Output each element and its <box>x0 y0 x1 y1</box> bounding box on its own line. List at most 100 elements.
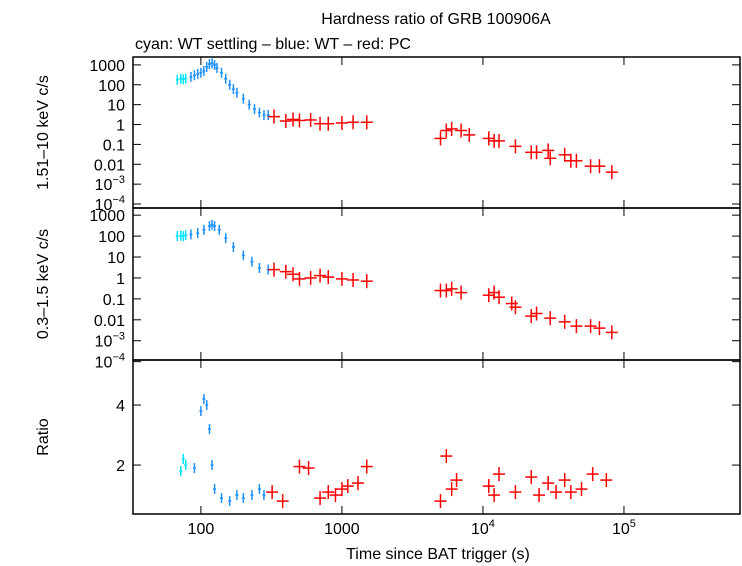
data-point <box>304 270 317 285</box>
data-point <box>184 73 188 84</box>
y-tick-label: 0.1 <box>103 137 125 154</box>
data-point <box>262 110 266 121</box>
data-point <box>184 460 188 471</box>
data-point <box>542 143 555 158</box>
data-point <box>488 488 501 503</box>
data-point <box>335 482 348 497</box>
data-point <box>440 283 453 298</box>
data-point <box>213 484 217 495</box>
y-tick-label: 100 <box>98 229 125 246</box>
data-point <box>482 131 495 146</box>
data-point <box>450 473 463 488</box>
data-point <box>231 242 235 253</box>
data-point <box>287 267 300 282</box>
data-point <box>335 115 348 130</box>
data-point <box>224 233 228 244</box>
data-point <box>544 311 557 326</box>
data-point <box>570 319 583 334</box>
data-point <box>509 139 522 154</box>
data-point <box>304 112 317 127</box>
data-point <box>509 485 522 500</box>
data-point <box>445 121 458 136</box>
chart-title: Hardness ratio of GRB 100906A <box>321 11 551 28</box>
data-point <box>224 73 228 84</box>
data-point <box>586 467 599 482</box>
y-axis-label: 0.3–1.5 keV c/s <box>35 229 52 339</box>
data-point <box>220 67 224 78</box>
data-point <box>181 231 185 242</box>
data-point <box>341 479 354 494</box>
y-tick-label: 10 <box>107 98 125 115</box>
data-point <box>287 112 300 127</box>
data-point <box>210 219 214 230</box>
data-point <box>235 87 239 98</box>
y-axis-label: 1.51–10 keV c/s <box>35 75 52 190</box>
data-point <box>600 473 613 488</box>
data-point <box>347 272 360 287</box>
data-point <box>268 262 281 277</box>
y-tick-label-base: 10 <box>95 177 113 194</box>
data-point <box>210 460 214 471</box>
data-point <box>550 485 563 500</box>
data-point <box>440 449 453 464</box>
data-point <box>189 71 193 82</box>
y-tick-label: 1 <box>116 118 125 135</box>
x-tick-label-power: 5 <box>630 518 636 530</box>
data-point <box>257 484 261 495</box>
plot-frame <box>132 207 741 361</box>
x-tick-label: 104 <box>471 518 495 538</box>
data-point <box>360 274 373 289</box>
data-point <box>207 424 211 435</box>
data-point <box>199 406 203 417</box>
data-point <box>434 131 447 146</box>
data-point <box>196 228 200 239</box>
data-point <box>199 67 203 78</box>
data-point <box>184 230 188 241</box>
data-point <box>293 271 306 286</box>
data-point <box>593 159 606 174</box>
y-tick-label: 10 <box>107 250 125 267</box>
data-point <box>189 229 193 240</box>
plot-frame <box>132 359 741 515</box>
y-tick-label: 10−3 <box>95 331 125 351</box>
data-point <box>542 476 555 491</box>
data-point <box>493 133 506 148</box>
data-point <box>205 61 209 72</box>
data-point <box>279 114 292 129</box>
data-point <box>207 59 211 70</box>
data-point <box>445 281 458 296</box>
data-point <box>181 74 185 85</box>
data-point <box>314 491 327 506</box>
y-tick-label: 0.01 <box>94 313 125 330</box>
y-tick-label: 10−4 <box>95 352 125 372</box>
x-tick-label-base: 10 <box>612 521 630 538</box>
data-point <box>241 93 245 104</box>
y-tick-label: 0.01 <box>94 157 125 174</box>
y-axis-label: Ratio <box>35 418 52 455</box>
data-point <box>525 470 538 485</box>
data-point <box>228 79 232 90</box>
data-point <box>605 325 618 340</box>
y-tick-label: 0.1 <box>103 292 125 309</box>
y-tick-label-base: 10 <box>95 334 113 351</box>
data-point <box>250 256 254 267</box>
x-tick-label: 1000 <box>324 521 360 538</box>
data-point <box>293 113 306 128</box>
data-point <box>175 74 179 85</box>
data-point <box>509 300 522 315</box>
data-point <box>322 270 335 285</box>
data-point <box>533 488 546 503</box>
data-point <box>228 496 232 507</box>
data-point <box>266 110 270 121</box>
data-point <box>445 482 458 497</box>
x-tick-label: 100 <box>188 521 215 538</box>
data-point <box>179 230 183 241</box>
data-point <box>322 485 335 500</box>
data-point <box>192 70 196 81</box>
y-tick-label-power: −3 <box>112 331 125 343</box>
data-point <box>434 494 447 509</box>
data-point <box>217 224 221 235</box>
data-point <box>207 221 211 232</box>
data-point <box>220 493 224 504</box>
